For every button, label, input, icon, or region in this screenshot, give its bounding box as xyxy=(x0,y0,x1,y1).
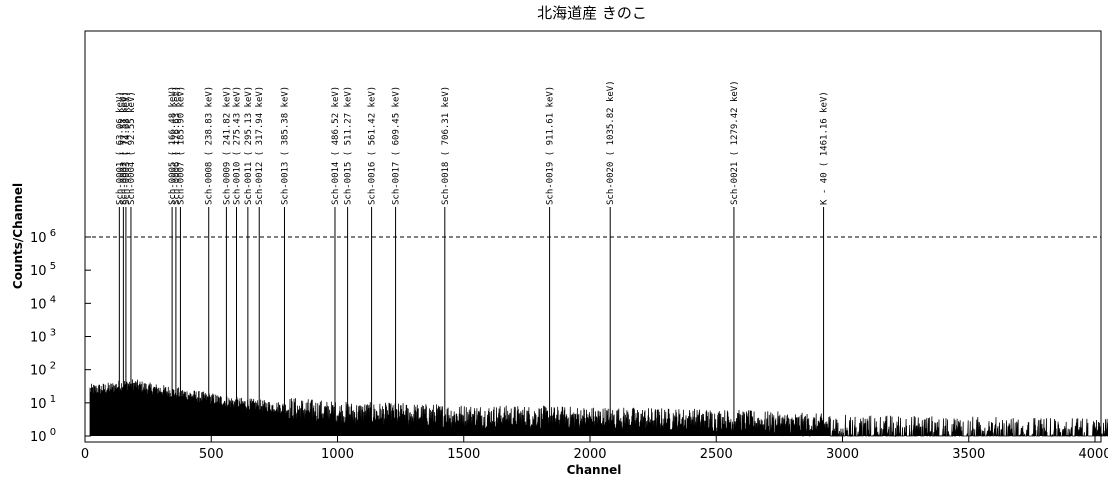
peak-label: Sch-0002 ( 72.51 keV) xyxy=(119,91,129,205)
x-tick-label: 3000 xyxy=(826,447,859,462)
x-tick-label: 3500 xyxy=(952,447,985,462)
peak-label: Sch-0014 ( 486.52 keV) xyxy=(331,86,341,205)
y-tick-label: 10 0 xyxy=(30,427,56,445)
peak-label: Sch-0007 ( 185.90 keV) xyxy=(176,86,186,205)
y-tick-exponent: 4 xyxy=(47,294,57,305)
peak-label: Sch-0017 ( 609.45 keV) xyxy=(392,86,402,205)
spectrum-group xyxy=(89,378,1108,438)
peak-label: Sch-0015 ( 511.27 keV) xyxy=(344,86,354,205)
peak-label: Sch-0008 ( 238.83 keV) xyxy=(205,86,215,205)
peak-label: Sch-0006 ( 176.63 keV) xyxy=(172,86,182,205)
x-tick-label: 2000 xyxy=(573,447,606,462)
spectrum-line xyxy=(89,378,1108,438)
x-axis-label: Channel xyxy=(567,463,622,477)
peaks-group: Sch-0001 ( 63.06 keV)Sch-0002 ( 72.51 ke… xyxy=(115,80,830,432)
peak-label: Sch-0016 ( 561.42 keV) xyxy=(368,86,378,205)
peak-label: Sch-0009 ( 241.82 keV) xyxy=(222,86,232,205)
peak-label: Sch-0004 ( 92.55 keV) xyxy=(127,91,137,205)
x-ticks-group: 0 500 1000 1500 2000 2500 3000 3500 4000 xyxy=(81,436,1108,462)
x-tick-label: 0 xyxy=(81,447,89,462)
y-tick-exponent: 3 xyxy=(47,328,57,339)
peak-label: K - 40 ( 1461.16 keV) xyxy=(820,91,830,205)
y-tick-label: 10 3 xyxy=(30,328,56,346)
peak-label: Sch-0011 ( 295.13 keV) xyxy=(244,86,254,205)
y-tick-label: 10 4 xyxy=(30,294,56,312)
x-tick-label: 1500 xyxy=(447,447,480,462)
y-tick-label: 10 5 xyxy=(30,261,56,279)
y-tick-label: 10 6 xyxy=(30,228,56,246)
peak-label: Sch-0001 ( 63.06 keV) xyxy=(115,91,125,205)
y-axis-label: Counts/Channel xyxy=(11,183,25,289)
peak-label: Sch-0010 ( 275.43 keV) xyxy=(233,86,243,205)
peak-label: Sch-0021 ( 1279.42 keV) xyxy=(730,80,740,205)
y-tick-label: 10 2 xyxy=(30,361,56,379)
y-tick-exponent: 5 xyxy=(47,261,57,272)
y-tick-label: 10 1 xyxy=(30,394,56,412)
x-tick-label: 2500 xyxy=(700,447,733,462)
chart-title: 北海道産 きのこ xyxy=(537,4,647,22)
peak-label: Sch-0020 ( 1035.82 keV) xyxy=(606,80,616,205)
peak-label: Sch-0018 ( 706.31 keV) xyxy=(441,86,451,205)
x-tick-label: 1000 xyxy=(321,447,354,462)
y-ticks-group: 10 010 110 210 310 410 510 6 xyxy=(30,228,91,445)
y-tick-exponent: 6 xyxy=(47,228,57,239)
x-tick-label: 500 xyxy=(199,447,224,462)
y-tick-exponent: 2 xyxy=(47,361,57,372)
peak-label: Sch-0012 ( 317.94 keV) xyxy=(255,86,265,205)
peak-label: Sch-0005 ( 166.48 keV) xyxy=(168,86,178,205)
y-tick-exponent: 0 xyxy=(47,427,57,438)
y-tick-exponent: 1 xyxy=(47,394,57,405)
peak-label: Sch-0019 ( 911.61 keV) xyxy=(546,86,556,205)
peak-label: Sch-0013 ( 385.38 keV) xyxy=(281,86,291,205)
peak-label: Sch-0003 ( 74.68 keV) xyxy=(122,91,132,205)
x-tick-label: 4000 xyxy=(1078,447,1108,462)
